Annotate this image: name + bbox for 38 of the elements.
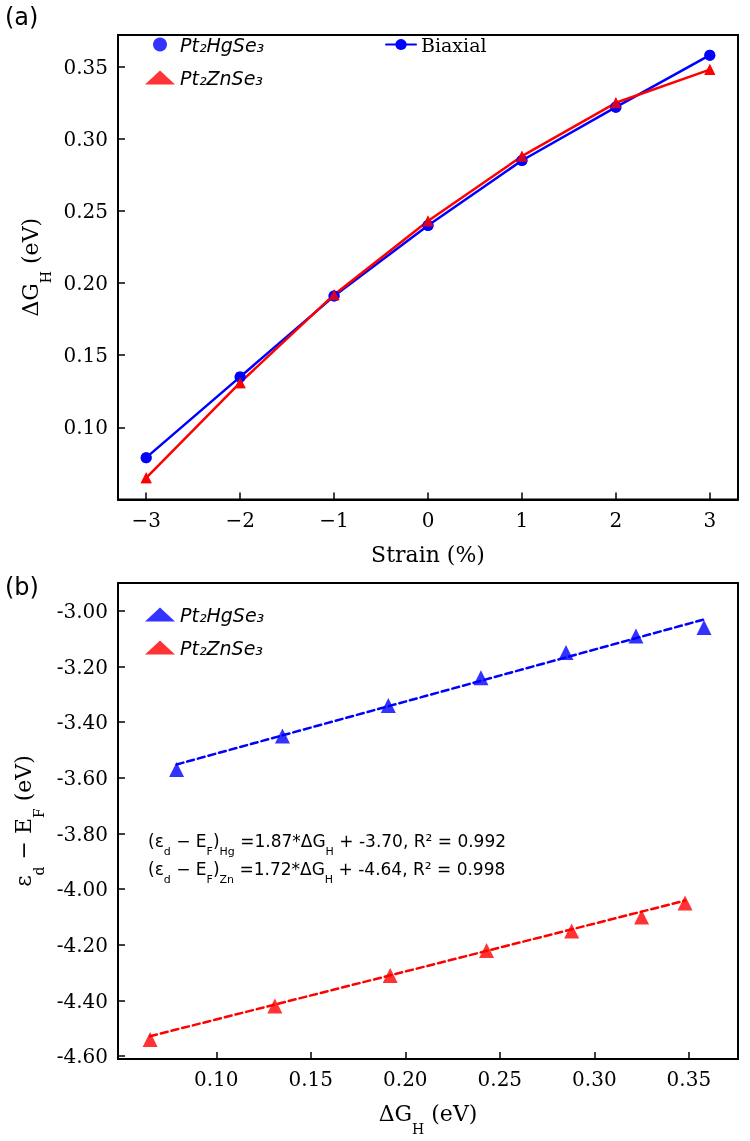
y-tick-label: 0.10	[63, 415, 108, 440]
y-tick-label: 0.30	[63, 126, 108, 151]
legend-label: Pt₂ZnSe₃	[180, 66, 263, 89]
y-tick-label: -3.20	[56, 654, 108, 679]
x-tick-label: 0.20	[383, 1067, 428, 1091]
x-axis-title: Strain (%)	[371, 541, 485, 567]
y-tick-label: 0.20	[63, 271, 108, 296]
x-tick-label: 2	[609, 507, 623, 532]
y-tick-label: -3.80	[56, 821, 108, 846]
legend-label: Pt₂HgSe₃	[180, 33, 265, 56]
x-tick-label: 0.25	[477, 1067, 523, 1091]
x-tick-label: 0	[421, 507, 435, 532]
x-tick-label: 3	[703, 507, 717, 532]
chart-title: (a)	[5, 3, 39, 31]
y-tick-label: -4.00	[56, 877, 108, 902]
x-tick-label: 1	[515, 507, 529, 532]
legend-label: Pt₂ZnSe₃	[180, 636, 263, 659]
x-tick-label: −1	[319, 507, 349, 532]
y-tick-label: 0.25	[63, 198, 108, 223]
x-tick-label: 0.30	[572, 1067, 617, 1091]
y-tick-label: -3.40	[56, 710, 108, 735]
y-tick-label: -3.00	[56, 598, 108, 623]
y-tick-label: -4.20	[56, 932, 108, 957]
y-tick-label: -3.60	[56, 765, 108, 790]
legend-label: Biaxial	[421, 33, 487, 56]
chart-title: (b)	[5, 573, 39, 601]
x-tick-label: 0.35	[666, 1067, 712, 1091]
x-tick-label: −2	[225, 507, 255, 532]
y-axis-title: ΔGH (eV)	[17, 217, 54, 317]
y-tick-label: 0.15	[63, 343, 108, 368]
y-axis-title: εd − EF (eV)	[10, 755, 47, 887]
y-tick-label: -4.60	[56, 1044, 108, 1069]
x-tick-label: 0.15	[288, 1067, 334, 1091]
legend-label: Pt₂HgSe₃	[180, 603, 265, 626]
y-tick-label: -4.40	[56, 988, 108, 1013]
y-tick-label: 0.35	[63, 54, 108, 79]
x-tick-label: 0.10	[194, 1067, 239, 1091]
x-tick-label: −3	[131, 507, 161, 532]
